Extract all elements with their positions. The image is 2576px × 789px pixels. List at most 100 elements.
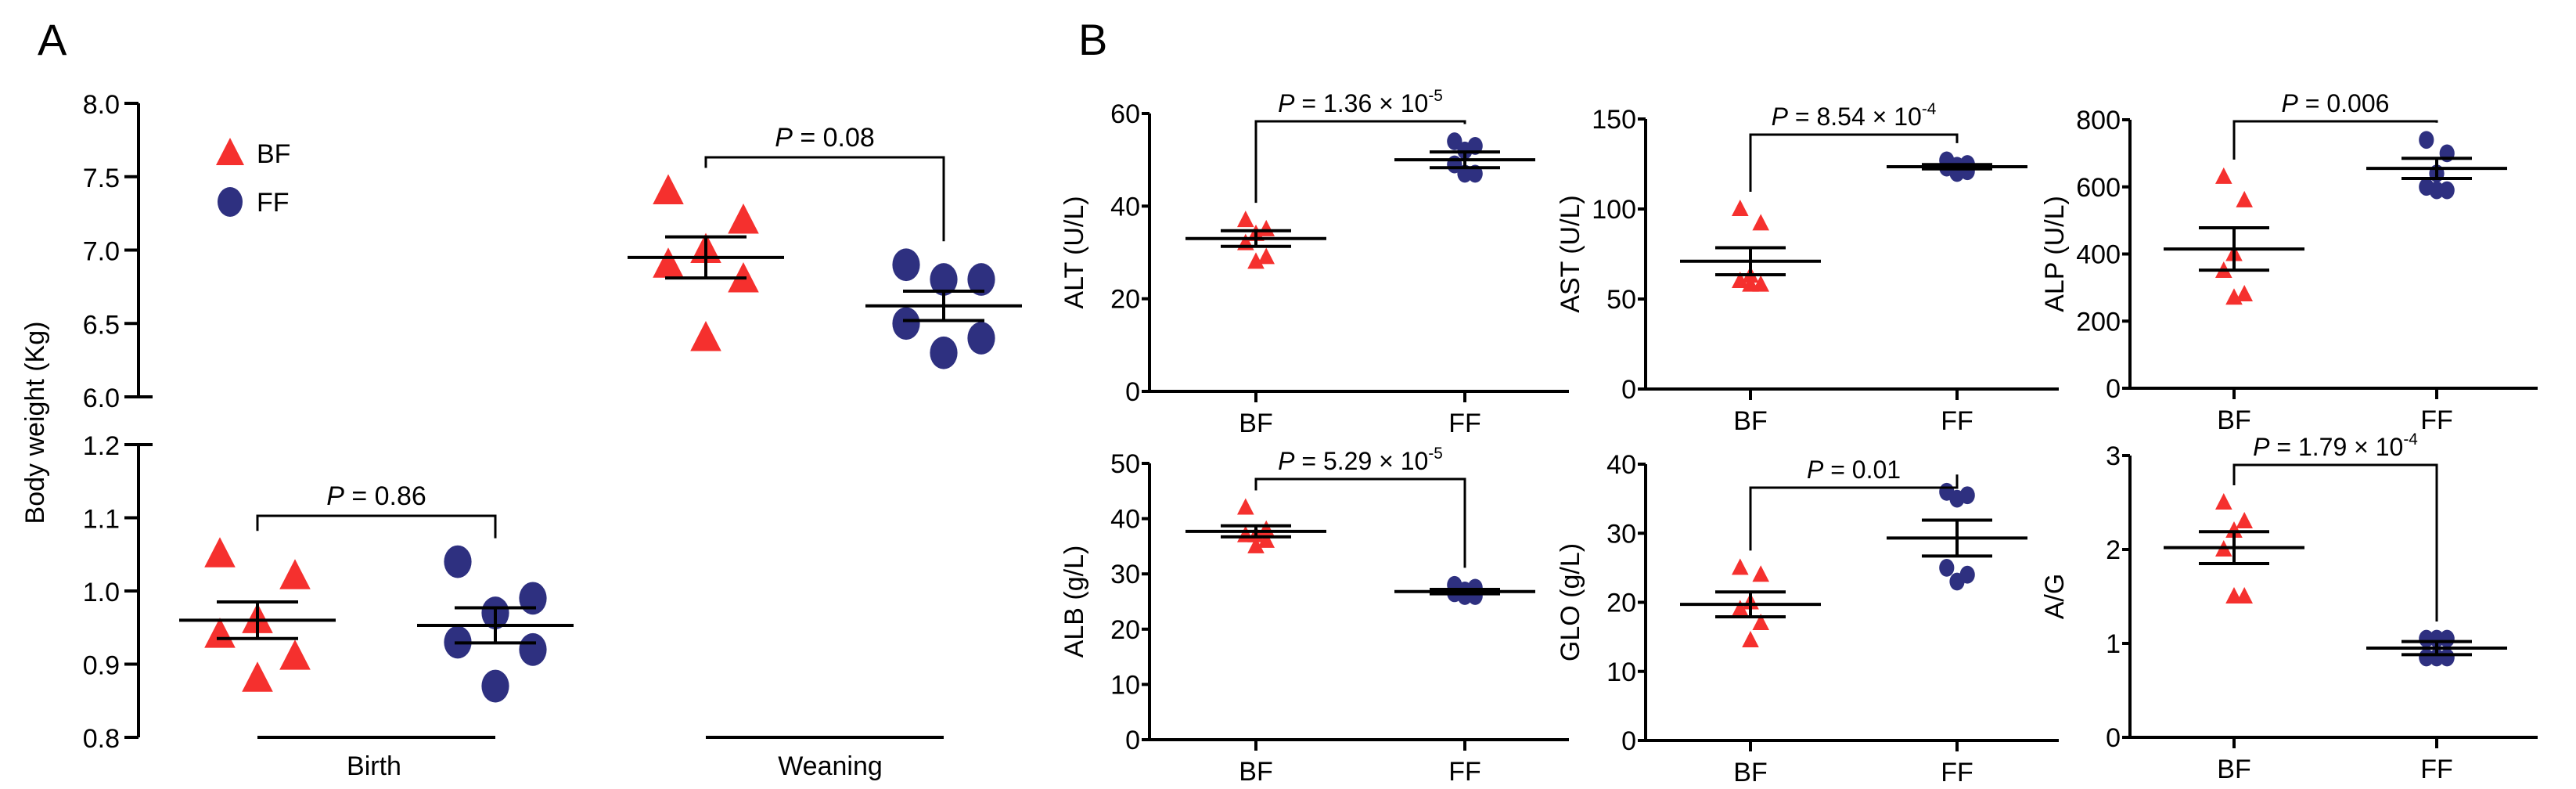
bf-triangle-point xyxy=(1732,558,1749,575)
panel-label-b: B xyxy=(1078,15,1107,64)
y-tick-label: 100 xyxy=(1592,195,1636,225)
y-tick-label: 0 xyxy=(1125,377,1140,407)
y-axis-label: Body weight (Kg) xyxy=(20,322,50,524)
y-tick-label: 0 xyxy=(1621,375,1636,405)
p-value-label: P = 0.01 xyxy=(1807,456,1901,484)
y-tick-label: 200 xyxy=(2076,307,2121,337)
y-tick-label: 30 xyxy=(1606,519,1636,549)
ff-circle-point xyxy=(930,263,958,296)
y-tick-label: 40 xyxy=(1110,505,1140,535)
ff-circle-point xyxy=(519,582,547,615)
significance-bracket xyxy=(256,514,497,539)
bf-triangle-point xyxy=(728,204,759,234)
y-tick-label: 0 xyxy=(1125,726,1140,755)
x-tick-label: BF xyxy=(1239,757,1272,787)
ff-circle-point xyxy=(444,545,472,578)
x-tick-label: BF xyxy=(1733,406,1767,436)
y-tick-label: 1.2 xyxy=(83,431,120,461)
x-tick-label: BF xyxy=(2217,755,2250,784)
bf-triangle-point xyxy=(690,321,721,351)
panel-a-body-weight-chart: 6.0 6.5 7.0 7.5 8.0 0.8 0.9 1.0 1.1 1.2 Body weigh… xyxy=(20,90,1022,781)
x-category-label: Birth xyxy=(347,751,401,781)
y-tick-label: 6.5 xyxy=(83,310,120,340)
ff-circle-point xyxy=(218,187,243,217)
y-tick-label: 400 xyxy=(2076,240,2121,270)
ff-circle-point xyxy=(2419,131,2434,150)
ff-circle-point xyxy=(1949,572,1965,591)
bf-triangle-point xyxy=(1247,536,1265,553)
y-axis-label: ALT (U/L) xyxy=(1060,196,1089,308)
y-tick-label: 6.0 xyxy=(83,384,120,413)
bf-triangle-point xyxy=(1752,214,1769,231)
significance-bracket xyxy=(704,156,945,242)
ff-circle-point xyxy=(930,336,958,369)
y-tick-label: 0 xyxy=(1621,726,1636,756)
x-tick-label: BF xyxy=(1239,409,1272,438)
bf-triangle-point xyxy=(242,661,273,692)
y-tick-label: 20 xyxy=(1110,285,1140,315)
y-tick-label: 30 xyxy=(1110,560,1140,589)
y-axis-label: A/G xyxy=(2040,574,2070,620)
ff-circle-point xyxy=(2419,648,2434,667)
bf-triangle-point xyxy=(2236,190,2253,207)
bf-triangle-point xyxy=(2236,284,2253,301)
bf-triangle-point xyxy=(2225,521,2243,538)
bf-triangle-point xyxy=(2215,167,2232,184)
legend-label-ff: FF xyxy=(257,188,290,218)
bf-triangle-point xyxy=(1257,247,1275,265)
p-value-label: P = 1.79 × 10-4 xyxy=(2253,431,2418,461)
group-birth: P = 0.86 Birth xyxy=(179,481,574,781)
y-tick-label: 10 xyxy=(1606,658,1636,687)
x-tick-label: FF xyxy=(1448,757,1481,787)
bf-triangle-point xyxy=(1742,275,1759,292)
bf-triangle-point xyxy=(653,174,684,204)
bf-triangle-point xyxy=(2225,587,2243,603)
p-value-label: P = 0.86 xyxy=(326,481,426,511)
ff-circle-point xyxy=(2439,648,2455,667)
bf-triangle-point xyxy=(1237,211,1254,228)
significance-bracket xyxy=(1254,477,1466,568)
y-tick-label: 1 xyxy=(2106,629,2121,659)
y-tick-label: 600 xyxy=(2076,173,2121,203)
subplot-ast: 0 50 100 150 AST (U/L) BF FF P = 8.54 × 10-4 xyxy=(1556,100,2059,436)
p-value-label: P = 0.08 xyxy=(775,123,875,153)
y-tick-label: 20 xyxy=(1110,615,1140,645)
y-tick-label: 1.1 xyxy=(83,505,120,535)
x-tick-label: BF xyxy=(2217,405,2250,435)
y-tick-label: 10 xyxy=(1110,670,1140,700)
bf-triangle-point xyxy=(1237,498,1254,515)
significance-bracket xyxy=(2232,120,2438,160)
bf-triangle-point xyxy=(1732,272,1749,288)
x-tick-label: FF xyxy=(2420,405,2453,435)
y-tick-label: 50 xyxy=(1606,285,1636,315)
ff-circle-point xyxy=(481,669,509,703)
bf-triangle-point xyxy=(2215,493,2232,510)
y-tick-label: 1.0 xyxy=(83,578,120,607)
significance-bracket xyxy=(1254,120,1466,204)
bf-triangle-point xyxy=(1257,531,1275,548)
bf-triangle-point xyxy=(279,559,311,589)
subplot-alp: 0 200 400 600 800 ALP (U/L) BF FF P = 0.006 xyxy=(2040,89,2538,435)
significance-bracket xyxy=(1749,133,1959,192)
y-tick-label: 800 xyxy=(2076,106,2121,135)
subplot-a-g: 0 1 2 3 A/G BF FF P = 1.79 × 10-4 xyxy=(2040,431,2538,784)
bf-triangle-point xyxy=(1752,565,1769,582)
ff-circle-point xyxy=(1939,558,1955,577)
ff-circle-point xyxy=(2439,181,2455,200)
panel-label-a: A xyxy=(38,15,67,64)
significance-bracket xyxy=(1749,474,1959,551)
p-value-label: P = 8.54 × 10-4 xyxy=(1772,100,1937,131)
subplot-alt: 0 20 40 60 ALT (U/L) BF FF P = 1.36 × 10-5 xyxy=(1060,87,1569,438)
y-tick-label: 7.0 xyxy=(83,237,120,267)
bf-triangle-point xyxy=(2225,288,2243,305)
bf-triangle-point xyxy=(279,639,311,670)
group-weaning: P = 0.08 Weaning xyxy=(628,123,1022,781)
ff-circle-point xyxy=(1447,132,1462,150)
y-tick-label: 0.9 xyxy=(83,651,120,681)
bf-triangle-point xyxy=(1247,252,1265,269)
bf-triangle-point xyxy=(1752,613,1769,630)
bf-triangle-point xyxy=(1732,600,1749,617)
p-value-label: P = 5.29 × 10-5 xyxy=(1278,445,1443,475)
bf-triangle-point xyxy=(204,618,236,648)
